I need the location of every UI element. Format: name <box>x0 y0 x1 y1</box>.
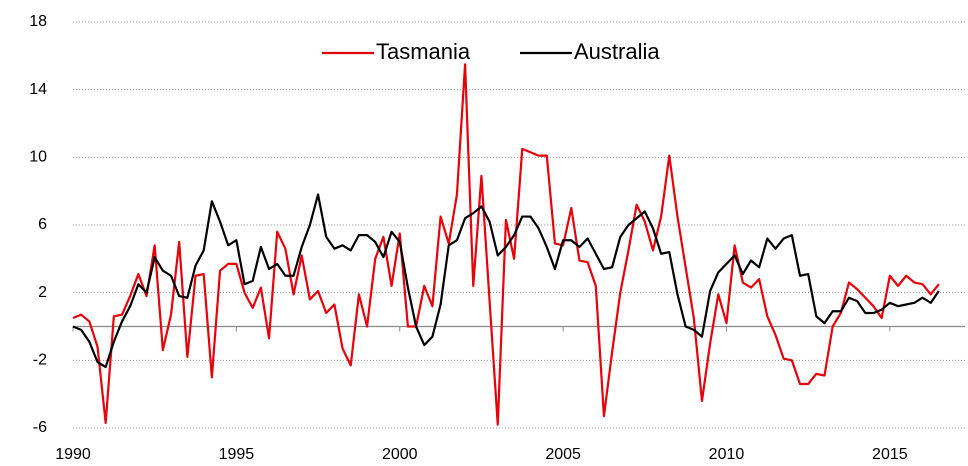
x-tick-label: 1990 <box>55 446 91 463</box>
y-tick-label: 18 <box>29 13 47 30</box>
y-tick-label: 6 <box>38 216 47 233</box>
x-tick-label: 2000 <box>382 446 418 463</box>
x-tick-label: 2010 <box>709 446 745 463</box>
x-tick-label: 2015 <box>872 446 908 463</box>
y-tick-label: -6 <box>33 419 47 436</box>
y-tick-label: 2 <box>38 284 47 301</box>
series-line <box>72 63 940 426</box>
series-line <box>72 193 940 369</box>
y-tick-label: 14 <box>29 81 47 98</box>
y-tick-label: -2 <box>33 352 47 369</box>
x-tick-label: 1995 <box>219 446 255 463</box>
legend-label: Australia <box>574 39 660 64</box>
y-tick-label: 10 <box>29 149 47 166</box>
legend-label: Tasmania <box>376 39 471 64</box>
x-tick-label: 2005 <box>545 446 581 463</box>
